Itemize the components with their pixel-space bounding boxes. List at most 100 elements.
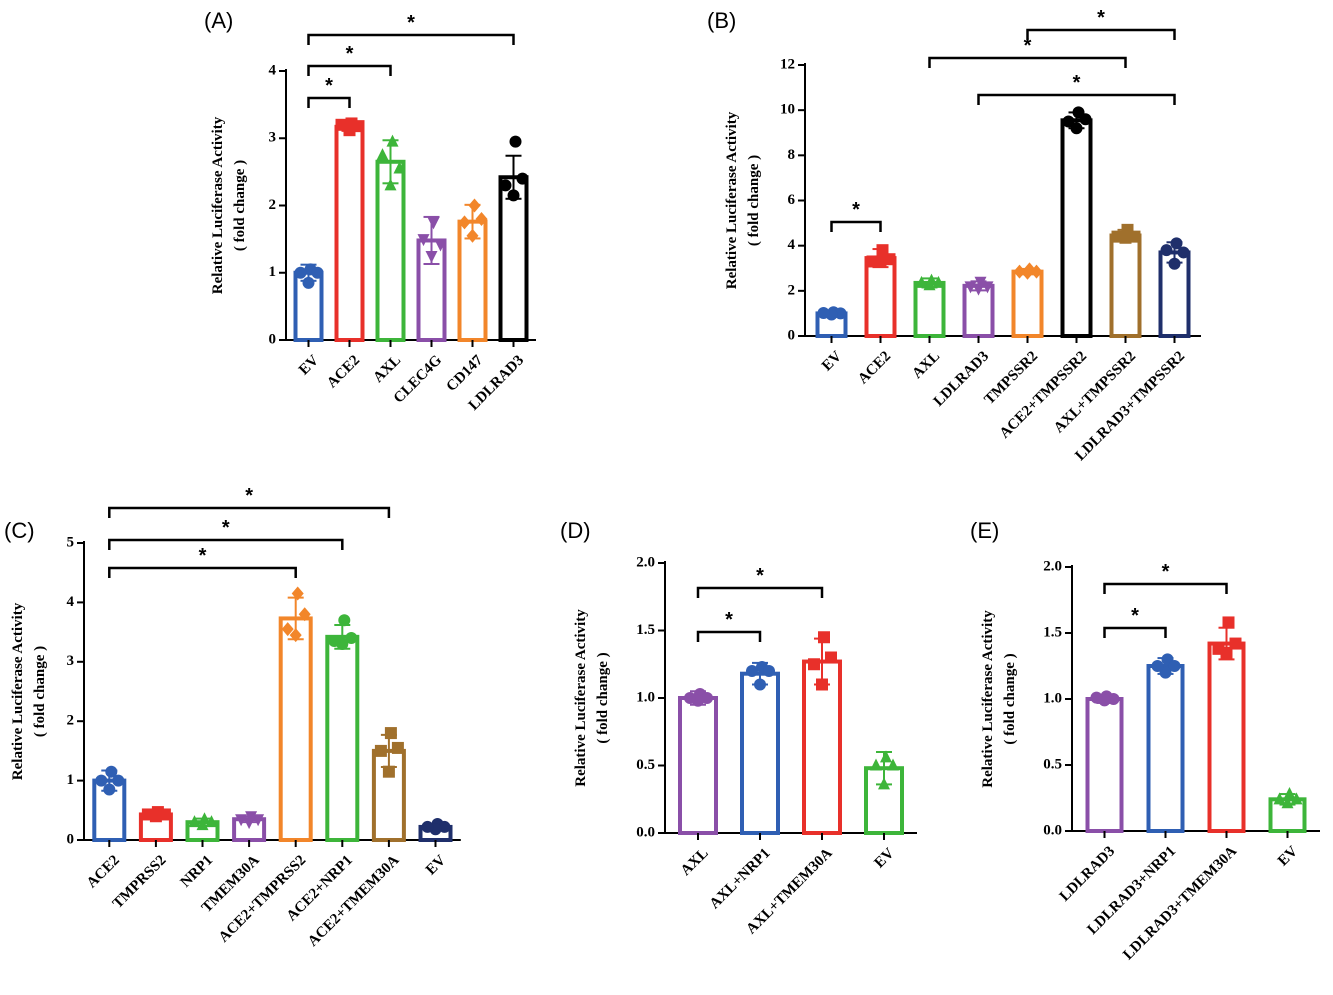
y-tick-label: 0.0 xyxy=(636,824,655,840)
x-tick-label: AXL xyxy=(678,845,712,879)
y-axis-subtitle: ( fold change ) xyxy=(595,652,611,743)
data-point xyxy=(510,136,522,148)
data-point xyxy=(375,745,387,757)
y-tick-label: 0.5 xyxy=(1043,756,1062,772)
significance-bracket xyxy=(1028,30,1175,40)
significance-bracket xyxy=(832,222,881,232)
y-axis-title: Relative Luciferase Activity xyxy=(980,610,996,788)
y-axis-title: Relative Luciferase Activity xyxy=(210,116,226,294)
data-point xyxy=(754,679,766,691)
y-tick-label: 4 xyxy=(269,62,277,78)
y-tick-label: 2 xyxy=(269,197,277,213)
data-point xyxy=(112,775,124,787)
data-point xyxy=(818,307,830,319)
significance-bracket xyxy=(1105,628,1166,638)
x-tick-label: EV xyxy=(819,348,845,374)
x-tick-label: LDLRAD3 xyxy=(1057,843,1118,904)
data-point xyxy=(867,255,879,267)
panel-b: (B)Relative Luciferase Activity( fold ch… xyxy=(707,7,1201,464)
x-tick-label: ACE2+TMEM30A xyxy=(305,852,403,950)
y-tick-label: 1.0 xyxy=(636,689,655,705)
significance-bracket xyxy=(109,508,389,518)
data-point xyxy=(1112,231,1124,243)
panel-e: (E)Relative Luciferase Activity( fold ch… xyxy=(970,518,1320,963)
x-tick-label: AXL xyxy=(370,352,404,386)
significance-star: * xyxy=(1131,605,1139,627)
y-tick-label: 0.0 xyxy=(1043,822,1062,838)
data-point xyxy=(383,766,395,778)
y-axis-title: Relative Luciferase Activity xyxy=(573,609,589,787)
panel-label: (C) xyxy=(4,518,35,543)
panel-label: (D) xyxy=(560,518,591,543)
y-tick-label: 0 xyxy=(269,331,277,347)
data-point xyxy=(103,784,115,796)
bar-ace2 xyxy=(337,127,363,340)
y-tick-label: 12 xyxy=(780,56,795,72)
data-point xyxy=(312,267,324,279)
data-point xyxy=(142,808,154,820)
bar-axl-nrp1 xyxy=(742,674,778,833)
data-point xyxy=(816,679,828,691)
significance-star: * xyxy=(199,545,207,567)
significance-bracket xyxy=(109,540,342,550)
significance-bracket xyxy=(698,588,822,598)
data-point xyxy=(818,631,830,643)
data-point xyxy=(500,179,512,191)
data-point xyxy=(377,148,389,160)
significance-bracket xyxy=(930,58,1126,68)
x-tick-label: EV xyxy=(872,845,898,871)
y-tick-label: 2 xyxy=(67,713,75,729)
significance-bracket xyxy=(309,35,514,45)
x-tick-label: NRP1 xyxy=(178,852,216,890)
data-point xyxy=(303,277,315,289)
data-point xyxy=(763,665,775,677)
significance-star: * xyxy=(325,75,333,97)
y-tick-label: 0 xyxy=(67,831,75,847)
data-point xyxy=(1169,258,1181,270)
y-tick-label: 1.5 xyxy=(636,622,655,638)
significance-bracket xyxy=(698,632,760,642)
x-tick-label: ACE2 xyxy=(324,352,363,391)
x-tick-label: AXL xyxy=(909,348,943,382)
significance-star: * xyxy=(852,199,860,221)
significance-bracket xyxy=(979,95,1175,105)
data-point xyxy=(336,119,348,131)
data-point xyxy=(808,658,820,670)
bar-ldlrad3 xyxy=(501,177,527,340)
bar-ace2-tmpssr2 xyxy=(1063,120,1091,336)
data-point xyxy=(385,727,397,739)
y-axis-title: Relative Luciferase Activity xyxy=(10,602,26,780)
y-tick-label: 4 xyxy=(788,237,796,253)
panel-label: (B) xyxy=(707,8,736,33)
y-tick-label: 10 xyxy=(780,102,795,118)
y-axis-subtitle: ( fold change ) xyxy=(746,155,762,246)
bar-ace2-tmprss2 xyxy=(281,618,311,840)
panel-a: (A)Relative Luciferase Activity( fold ch… xyxy=(204,8,536,414)
y-tick-label: 8 xyxy=(788,147,796,163)
data-point xyxy=(428,217,440,229)
x-tick-label: ACE2 xyxy=(84,852,123,891)
data-point xyxy=(1091,692,1103,704)
significance-bracket xyxy=(309,98,350,108)
bar-axl-tmpssr2 xyxy=(1112,236,1140,336)
data-point xyxy=(95,775,107,787)
bar-tmpssr2 xyxy=(1014,272,1042,336)
y-tick-label: 1.5 xyxy=(1043,624,1062,640)
significance-star: * xyxy=(725,609,733,631)
panel-label: (E) xyxy=(970,518,999,543)
x-tick-label: ACE2 xyxy=(855,348,894,387)
significance-star: * xyxy=(1162,561,1170,583)
y-tick-label: 3 xyxy=(67,653,75,669)
data-point xyxy=(1152,660,1164,672)
significance-star: * xyxy=(407,12,415,34)
y-tick-label: 3 xyxy=(269,130,277,146)
bar-axl xyxy=(680,698,716,833)
data-point xyxy=(1223,616,1235,628)
y-tick-label: 2.0 xyxy=(1043,558,1062,574)
bar-ldlrad3 xyxy=(1088,699,1122,831)
bar-axl xyxy=(916,283,944,336)
y-tick-label: 6 xyxy=(788,192,796,208)
data-point xyxy=(328,635,340,647)
significance-bracket xyxy=(309,66,391,76)
data-point xyxy=(825,652,837,664)
